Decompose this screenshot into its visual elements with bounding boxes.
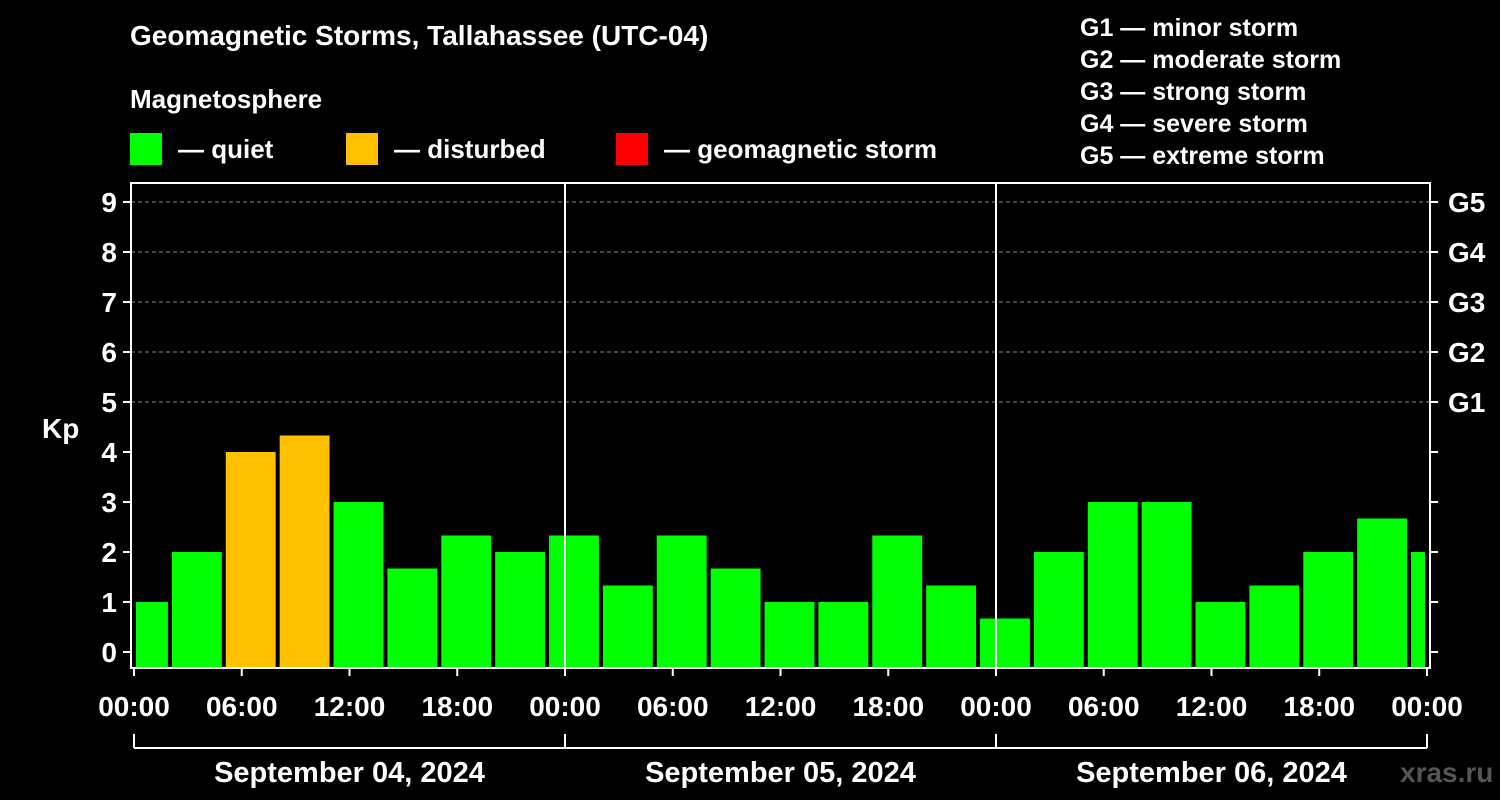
storm-scale-list: G1 — minor storm G2 — moderate storm G3 … — [1080, 12, 1341, 172]
legend-label-disturbed: — disturbed — [394, 133, 546, 164]
legend-label-storm: — geomagnetic storm — [664, 133, 938, 164]
x-tick-label: 18:00 — [421, 691, 493, 722]
axis-layer: 0 1 2 3 4 5 6 7 8 9 G1 G2 G3 G4 G5 00:00 06:00 12:00 18:00… — [98, 182, 1486, 789]
y-tick-label: 3 — [101, 487, 117, 518]
x-tick-label: 12:00 — [314, 691, 386, 722]
legend-item-disturbed: — disturbed — [346, 132, 546, 166]
storm-level-label: G4 — [1448, 237, 1486, 268]
storm-scale-g2: G2 — moderate storm — [1080, 46, 1342, 74]
day-label: September 06, 2024 — [1076, 757, 1347, 789]
storm-scale-g3: G3 — strong storm — [1080, 78, 1307, 106]
kp-bar-15 — [926, 585, 977, 668]
kp-bar-14 — [872, 535, 923, 668]
y-tick-label: 5 — [101, 387, 117, 418]
kp-bar-3 — [279, 435, 330, 668]
legend-swatch-quiet — [130, 133, 162, 165]
storm-level-label: G2 — [1448, 337, 1485, 368]
x-tick-label: 00:00 — [1391, 691, 1463, 722]
x-tick-label: 00:00 — [960, 691, 1032, 722]
kp-bar-23 — [1357, 518, 1408, 668]
y-tick-label: 2 — [101, 537, 117, 568]
kp-bar-16 — [980, 618, 1030, 668]
storm-scale-g1: G1 — minor storm — [1080, 14, 1299, 42]
legend-item-storm: — geomagnetic storm — [616, 132, 937, 166]
kp-bar-10 — [656, 535, 707, 668]
x-tick-label: 06:00 — [206, 691, 278, 722]
x-tick-label: 18:00 — [852, 691, 924, 722]
kp-bar-4 — [333, 502, 384, 668]
kp-bar-8 — [549, 535, 599, 668]
storm-level-label: G1 — [1448, 387, 1485, 418]
y-tick-label: 1 — [101, 587, 117, 618]
x-tick-label: 00:00 — [529, 691, 601, 722]
x-tick-label: 12:00 — [745, 691, 817, 722]
legend-label-quiet: — quiet — [178, 133, 274, 164]
y-tick-label: 7 — [101, 287, 117, 318]
day-label: September 05, 2024 — [645, 757, 916, 789]
x-tick-label: 12:00 — [1176, 691, 1248, 722]
legend-heading: Magnetosphere — [130, 84, 323, 114]
storm-scale-g4: G4 — severe storm — [1080, 110, 1308, 138]
kp-bar-9 — [602, 585, 653, 668]
kp-bar-13 — [818, 602, 869, 668]
y-tick-label: 0 — [101, 637, 117, 668]
kp-bar-22 — [1303, 552, 1354, 668]
kp-bar-21 — [1249, 585, 1300, 668]
kp-bar-24 — [1411, 552, 1425, 668]
storm-level-label: G5 — [1448, 187, 1485, 218]
legend-swatch-storm — [616, 133, 648, 165]
y-tick-label: 4 — [101, 437, 117, 468]
day-label: September 04, 2024 — [214, 757, 485, 789]
kp-bar-7 — [495, 552, 546, 668]
y-tick-label: 6 — [101, 337, 117, 368]
y-axis-label: Kp — [42, 413, 79, 444]
grid-layer — [131, 201, 1430, 403]
kp-bar-6 — [441, 535, 492, 668]
x-tick-label: 18:00 — [1283, 691, 1355, 722]
legend-swatch-disturbed — [346, 133, 378, 165]
kp-bar-17 — [1033, 552, 1084, 668]
kp-bar-20 — [1195, 602, 1246, 668]
x-tick-label: 06:00 — [1068, 691, 1140, 722]
legend-item-quiet: — quiet — [130, 132, 273, 166]
kp-bar-18 — [1087, 502, 1138, 668]
y-tick-label: 8 — [101, 237, 117, 268]
storm-level-label: G3 — [1448, 287, 1485, 318]
kp-bar-5 — [387, 568, 438, 668]
y-tick-label: 9 — [101, 187, 117, 218]
kp-bar-12 — [764, 602, 815, 668]
x-tick-label: 00:00 — [98, 691, 170, 722]
storm-scale-g5: G5 — extreme storm — [1080, 142, 1325, 170]
kp-bar-11 — [710, 568, 761, 668]
kp-bar-1 — [171, 552, 222, 668]
kp-bar-19 — [1141, 502, 1192, 668]
bar-layer — [136, 435, 1425, 668]
watermark: xras.ru — [1400, 757, 1493, 788]
kp-bar-0 — [136, 602, 168, 668]
chart-title: Geomagnetic Storms, Tallahassee (UTC-04) — [130, 20, 709, 51]
x-tick-label: 06:00 — [637, 691, 709, 722]
kp-bar-2 — [225, 452, 276, 668]
